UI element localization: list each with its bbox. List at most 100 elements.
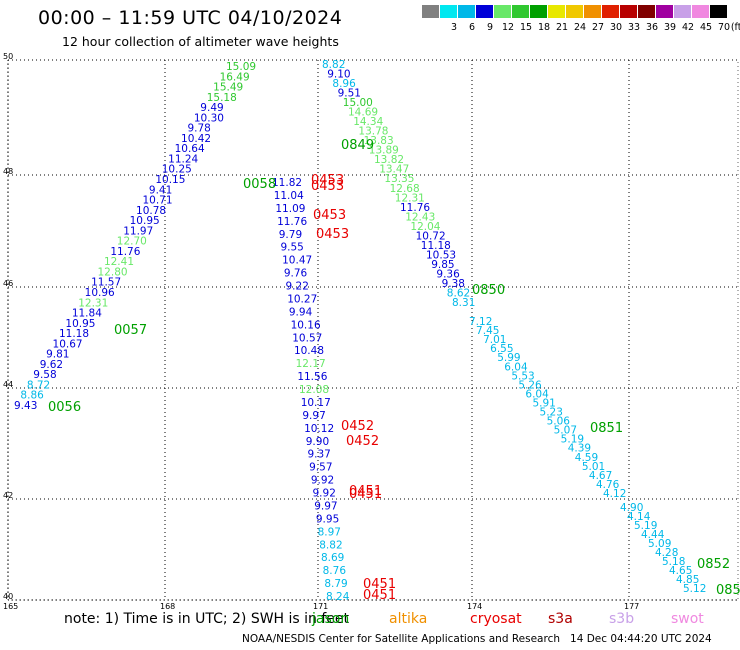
legend-swatch xyxy=(692,5,709,18)
wave-height-value: 5.07 xyxy=(554,425,577,437)
wave-height-value: 8.69 xyxy=(321,552,344,564)
wave-height-value: 9.97 xyxy=(314,500,337,512)
pass-time-label: 0451 xyxy=(349,487,382,502)
legend-swatch xyxy=(710,5,727,18)
pass-time-label: 0851 xyxy=(590,421,623,436)
legend-label: 9 xyxy=(486,22,494,33)
wave-height-value: 4.90 xyxy=(620,502,643,514)
wave-height-value: 8.86 xyxy=(20,390,44,402)
wave-height-value: 10.72 xyxy=(416,230,446,242)
legend-swatch xyxy=(440,5,457,18)
legend-label: 6 xyxy=(468,22,476,33)
wave-height-value: 9.79 xyxy=(279,229,302,241)
pass-time-label: 0058 xyxy=(243,177,276,192)
legend-swatch xyxy=(656,5,673,18)
legend-label: 21 xyxy=(555,22,569,33)
pass-time-label: 0849 xyxy=(341,138,374,153)
latitude-label: 40 xyxy=(3,592,13,601)
wave-height-value: 12.31 xyxy=(395,192,425,204)
page-subtitle: 12 hour collection of altimeter wave hei… xyxy=(62,34,339,49)
legend-swatch xyxy=(620,5,637,18)
wave-height-value: 9.41 xyxy=(149,184,172,196)
legend-label: 70 xyxy=(717,22,731,33)
wave-height-value: 11.09 xyxy=(275,203,305,215)
wave-height-value: 4.28 xyxy=(655,547,678,559)
wave-height-value: 11.84 xyxy=(72,308,102,320)
wave-height-value: 9.97 xyxy=(302,410,325,422)
observations-layer: 9.438.868.729.589.629.8110.6711.1810.951… xyxy=(14,59,706,603)
wave-height-value: 15.49 xyxy=(213,82,243,94)
pass-time-label: 0451 xyxy=(363,588,396,603)
wave-height-value: 5.18 xyxy=(662,556,685,568)
wave-height-value: 5.99 xyxy=(497,352,520,364)
wave-height-value: 9.55 xyxy=(280,242,303,254)
wave-height-value: 10.48 xyxy=(294,345,324,357)
wave-height-value: 8.82 xyxy=(319,539,342,551)
pass-time-label: 0453 xyxy=(311,173,344,188)
wave-height-value: 8.82 xyxy=(322,59,345,71)
wave-height-value: 7.12 xyxy=(469,316,492,328)
wave-height-value: 13.47 xyxy=(379,164,409,176)
longitude-label: 165 xyxy=(3,602,18,611)
wave-height-value: 12.68 xyxy=(390,183,420,195)
latitude-label: 46 xyxy=(3,279,13,288)
legend-label: 42 xyxy=(681,22,695,33)
wave-height-value: 11.82 xyxy=(272,177,302,189)
latitude-label: 44 xyxy=(3,380,13,389)
longitude-label: 177 xyxy=(624,602,639,611)
wave-height-value: 4.44 xyxy=(641,529,665,541)
wave-height-value: 9.81 xyxy=(46,349,69,361)
wave-height-value: 12.80 xyxy=(98,266,128,278)
wave-height-value: 4.76 xyxy=(596,479,620,491)
pass-time-labels: 0056 0057 0058 0849 0850 0851 0852 0853 0453 0452… xyxy=(48,138,740,603)
wave-height-value: 10.95 xyxy=(65,318,95,330)
wave-height-value: 7.01 xyxy=(483,334,506,346)
legend-swatch xyxy=(530,5,547,18)
pass-time-label: 0853 xyxy=(716,583,740,598)
wave-height-value: 4.67 xyxy=(589,470,612,482)
wave-height-value: 11.97 xyxy=(123,225,153,237)
wave-height-value: 5.19 xyxy=(561,434,584,446)
wave-height-value: 13.89 xyxy=(369,145,399,157)
latitude-label: 48 xyxy=(3,167,13,176)
pass-time-label: 0452 xyxy=(341,419,374,434)
mission-s3b: s3b xyxy=(609,611,635,627)
wave-height-value: 8.97 xyxy=(318,526,341,538)
wave-height-value: 12.04 xyxy=(410,221,440,233)
wave-height-value: 10.30 xyxy=(194,112,224,124)
legend-swatch xyxy=(494,5,511,18)
wave-height-value: 10.95 xyxy=(130,215,160,227)
wave-height-value: 12.43 xyxy=(405,211,435,223)
longitude-label: 168 xyxy=(160,602,175,611)
latitude-label: 42 xyxy=(3,491,13,500)
legend-label: 39 xyxy=(663,22,677,33)
longitude-label: 171 xyxy=(313,602,328,611)
mission-swot: swot xyxy=(671,611,704,627)
mission-s3a: s3a xyxy=(548,611,573,627)
wave-height-value: 15.09 xyxy=(226,61,256,73)
wave-height-value: 4.14 xyxy=(627,511,651,523)
wave-height-value: 5.53 xyxy=(511,370,534,382)
wave-height-value: 13.83 xyxy=(364,135,394,147)
wave-height-value: 4.85 xyxy=(676,574,699,586)
wave-height-value: 6.55 xyxy=(490,343,513,355)
wave-height-value: 10.12 xyxy=(304,423,334,435)
wave-height-value: 7.45 xyxy=(476,325,499,337)
wave-height-value: 9.57 xyxy=(309,462,332,474)
wave-height-value: 8.24 xyxy=(326,591,350,603)
wave-height-value: 12.17 xyxy=(296,358,326,370)
mission-cryosat: cryosat xyxy=(470,611,522,627)
wave-height-value: 9.37 xyxy=(307,449,330,461)
wave-height-value: 9.94 xyxy=(289,306,313,318)
wave-height-value: 5.26 xyxy=(518,379,542,391)
wave-height-value: 10.67 xyxy=(53,338,83,350)
wave-height-value: 9.10 xyxy=(327,69,350,81)
wave-height-value: 9.85 xyxy=(431,259,454,271)
wave-height-value: 9.95 xyxy=(316,513,339,525)
pass-time-label: 0453 xyxy=(313,208,346,223)
wave-height-value: 12.08 xyxy=(299,384,329,396)
credit-text: NOAA/NESDIS Center for Satellite Applica… xyxy=(242,633,560,645)
wave-height-value: 8.79 xyxy=(324,578,347,590)
wave-height-value: 14.34 xyxy=(353,116,383,128)
